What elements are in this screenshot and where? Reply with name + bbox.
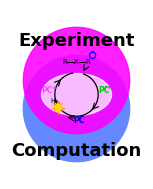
Text: Experiment: Experiment bbox=[18, 32, 135, 50]
Text: H: H bbox=[50, 98, 55, 104]
Text: PC: PC bbox=[73, 116, 84, 125]
Text: Computation: Computation bbox=[11, 142, 142, 160]
Text: X: X bbox=[74, 59, 79, 65]
Text: R: R bbox=[62, 59, 67, 65]
Circle shape bbox=[23, 27, 130, 134]
Text: •+: •+ bbox=[103, 85, 112, 90]
Text: R: R bbox=[86, 59, 90, 65]
Circle shape bbox=[23, 55, 130, 162]
Text: PC*: PC* bbox=[41, 86, 56, 95]
Text: PC: PC bbox=[98, 86, 109, 95]
Ellipse shape bbox=[41, 74, 112, 115]
Circle shape bbox=[54, 104, 62, 111]
